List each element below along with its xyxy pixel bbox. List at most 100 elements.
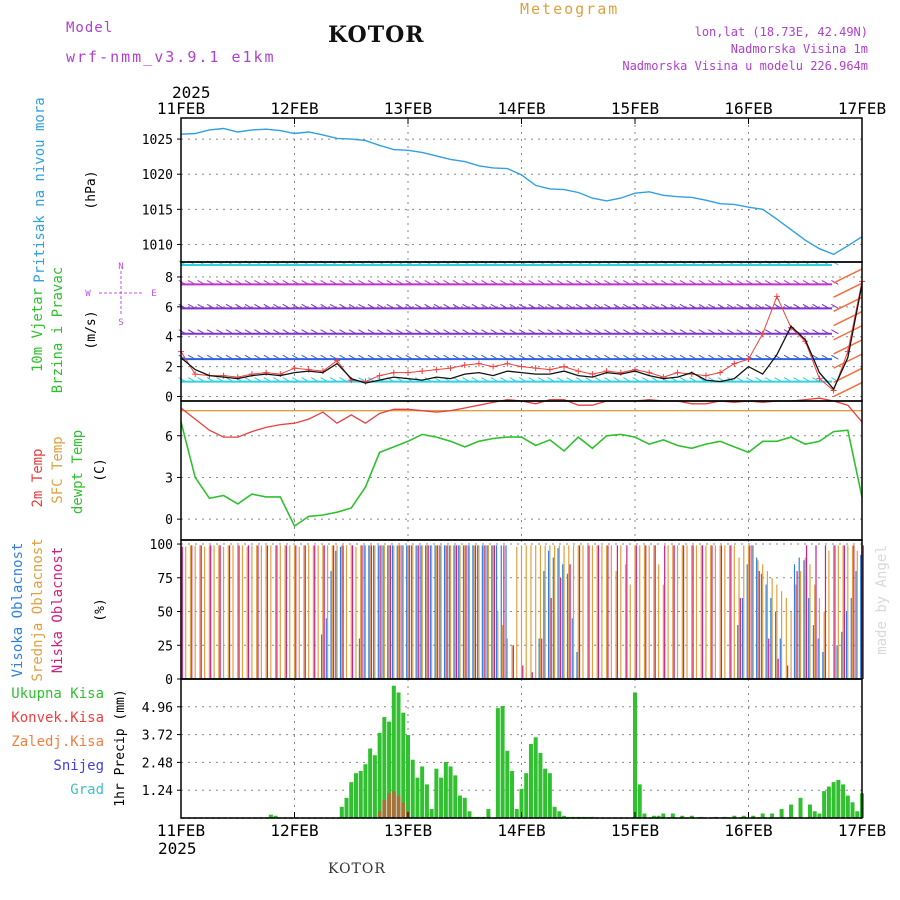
wind-barb — [452, 279, 461, 285]
precip-legend-label: Ukupna Kisa — [11, 686, 104, 702]
page-title: KOTOR — [328, 22, 425, 48]
precip-bar — [557, 811, 562, 818]
wind-barb — [424, 279, 432, 285]
wind-barb — [396, 329, 404, 335]
wind-barb — [812, 303, 820, 309]
wind-barb — [556, 354, 565, 360]
wind-barb — [556, 303, 565, 309]
wind-barb — [273, 303, 281, 309]
wind-barb — [282, 279, 291, 285]
wind-barb — [216, 303, 224, 309]
wind-barb — [320, 329, 328, 335]
wind-barb — [613, 377, 622, 383]
wind-barb — [575, 354, 584, 360]
wind-barb — [462, 377, 470, 383]
precip-bar — [651, 815, 656, 818]
wind-barb — [291, 303, 300, 309]
precip-bar — [789, 804, 794, 818]
wind-barb — [339, 377, 347, 383]
wind-barb — [613, 329, 622, 335]
wind-barb — [641, 377, 650, 383]
temp2m-side-label: 2m Temp — [30, 448, 46, 507]
wind-barb — [320, 377, 328, 383]
wind-barb — [679, 354, 688, 360]
wind-barb — [358, 329, 366, 335]
precip-bar — [391, 791, 396, 818]
wind-barb — [594, 329, 603, 335]
wind-barb — [339, 329, 347, 335]
wind-barb — [320, 279, 328, 285]
wind-barb — [329, 377, 338, 383]
wind-barb — [764, 279, 773, 285]
precip-bar — [415, 777, 420, 818]
precip-bar — [562, 815, 567, 818]
wind-barb — [206, 377, 215, 383]
wind-barb — [339, 354, 347, 360]
wind-barb — [348, 354, 357, 360]
wind-barb — [386, 279, 395, 285]
precip-bar — [349, 782, 354, 818]
wind-barb — [187, 279, 196, 285]
wind-barb — [197, 377, 205, 383]
wind-barb — [821, 354, 830, 360]
wind-barb — [244, 377, 253, 383]
wind-barb — [187, 377, 196, 383]
wind-barb — [651, 377, 659, 383]
wind-barb — [235, 354, 243, 360]
wind-barb — [263, 377, 272, 383]
wind-barb — [660, 329, 669, 335]
gust-marker — [674, 369, 681, 376]
precip-bar — [826, 786, 831, 818]
wind-barb — [755, 377, 763, 383]
precip-bar — [495, 708, 500, 818]
wind-barb — [405, 303, 413, 309]
wind-barb — [490, 377, 499, 383]
precip-bar — [836, 779, 841, 818]
precip-bar — [514, 809, 519, 818]
y-tick-label: 50 — [157, 606, 173, 621]
y-tick-label: 3.72 — [142, 729, 173, 744]
wind-barb — [585, 377, 593, 383]
precip-bar — [689, 815, 694, 818]
cloud-unit-label: (%) — [93, 598, 108, 621]
precip-bar — [344, 797, 349, 818]
altitude-readout: Nadmorska Visina 1m — [730, 42, 868, 56]
wind-barb — [263, 354, 272, 360]
wind-barb — [386, 354, 395, 360]
wind-barb — [802, 377, 811, 383]
wind-barb — [178, 303, 186, 309]
wind-barb — [424, 303, 432, 309]
x-tick-label-top: 11FEB — [157, 99, 205, 118]
precip-bar — [391, 685, 396, 818]
wind-barb — [812, 377, 820, 383]
precip-bar — [500, 705, 505, 818]
gust-marker — [702, 372, 709, 379]
wind-barb — [783, 329, 792, 335]
wind-barb — [708, 329, 716, 335]
x-tick-label-top: 17FEB — [838, 99, 886, 118]
wind-barb — [632, 377, 640, 383]
precip-bar — [822, 791, 827, 818]
wind-barb — [348, 279, 357, 285]
precip-bar — [453, 775, 458, 818]
y-tick-label: 1015 — [142, 203, 173, 218]
wind-barb — [197, 354, 205, 360]
wind-barb — [452, 354, 461, 360]
gust-marker — [816, 375, 823, 382]
gust-marker — [291, 365, 298, 372]
wind-barb — [575, 377, 584, 383]
precip-legend-label: Grad — [70, 782, 104, 798]
wind-barb-strong — [833, 282, 863, 298]
wind-barb — [396, 303, 404, 309]
wind-barb — [727, 279, 735, 285]
wind-barb — [500, 279, 508, 285]
wind-barb — [225, 329, 234, 335]
wind-barb — [500, 303, 508, 309]
wind-barb — [623, 303, 631, 309]
wind-barb — [424, 377, 432, 383]
precip-bar — [396, 692, 401, 818]
wind-barb — [764, 329, 773, 335]
wind-barb — [518, 279, 527, 285]
precip-bar — [363, 764, 368, 818]
precip-legend-label: Konvek.Kisa — [11, 710, 104, 726]
